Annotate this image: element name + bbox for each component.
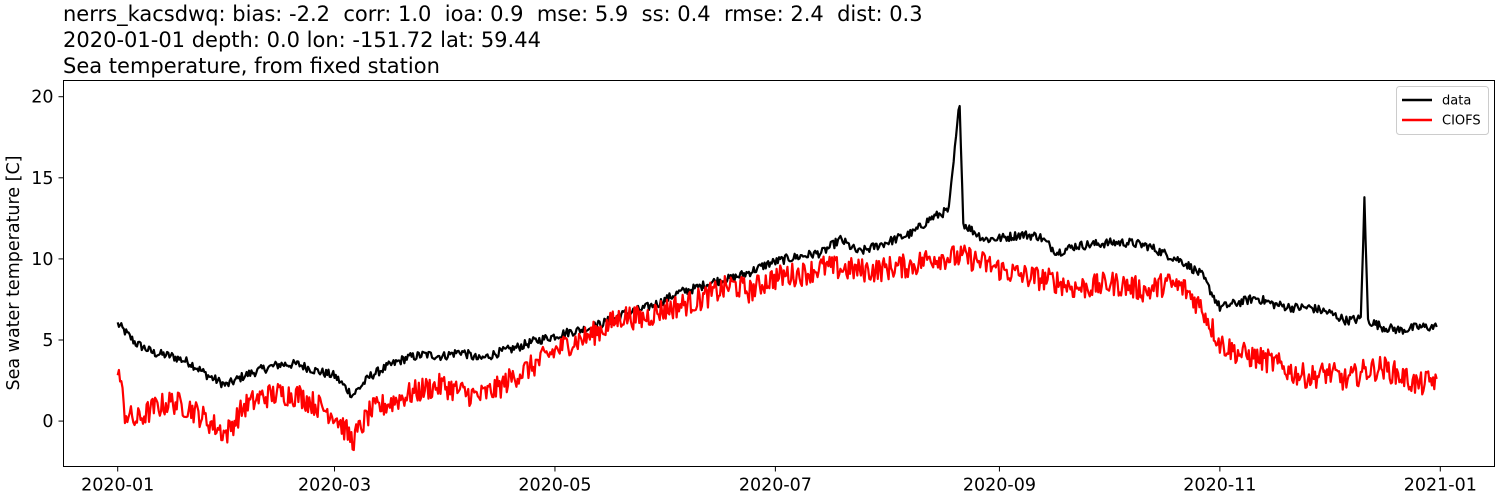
- series-line-data: [116, 104, 1438, 399]
- x-axis: 2020-01 2020-03 2020-05 2020-07 2020-09 2020-…: [81, 466, 1477, 496]
- y-tick-label: 15: [31, 169, 53, 189]
- x-tick-label: 2020-01: [81, 476, 154, 496]
- x-tick-label: 2021-01: [1404, 476, 1477, 496]
- chart-title-stats: nerrs_kacsdwq: bias: -2.2 corr: 1.0 ioa:…: [63, 2, 923, 26]
- series-line-ciofs: [116, 244, 1438, 452]
- series-layer: [116, 104, 1438, 452]
- y-axis: 0 5 10 15 20: [31, 88, 64, 432]
- y-axis-label: Sea water temperature [C]: [4, 155, 24, 390]
- x-tick-label: 2020-05: [518, 476, 591, 496]
- y-tick-label: 0: [42, 412, 53, 432]
- legend-box: [1396, 86, 1489, 135]
- plot-frame: [63, 80, 1495, 467]
- x-tick-label: 2020-11: [1183, 476, 1256, 496]
- chart-title-block: nerrs_kacsdwq: bias: -2.2 corr: 1.0 ioa:…: [63, 1, 923, 79]
- y-tick-label: 10: [31, 250, 53, 270]
- y-tick-label: 5: [42, 331, 53, 351]
- chart-title-location: 2020-01-01 depth: 0.0 lon: -151.72 lat: …: [63, 28, 541, 52]
- x-tick-label: 2020-09: [963, 476, 1036, 496]
- y-tick-label: 20: [31, 88, 53, 108]
- x-tick-label: 2020-03: [298, 476, 371, 496]
- legend-label-ciofs: CIOFS: [1442, 114, 1481, 129]
- x-tick-label: 2020-07: [739, 476, 812, 496]
- legend: data CIOFS: [1396, 86, 1489, 135]
- legend-label-data: data: [1442, 94, 1471, 109]
- chart-title-description: Sea temperature, from fixed station: [63, 54, 440, 78]
